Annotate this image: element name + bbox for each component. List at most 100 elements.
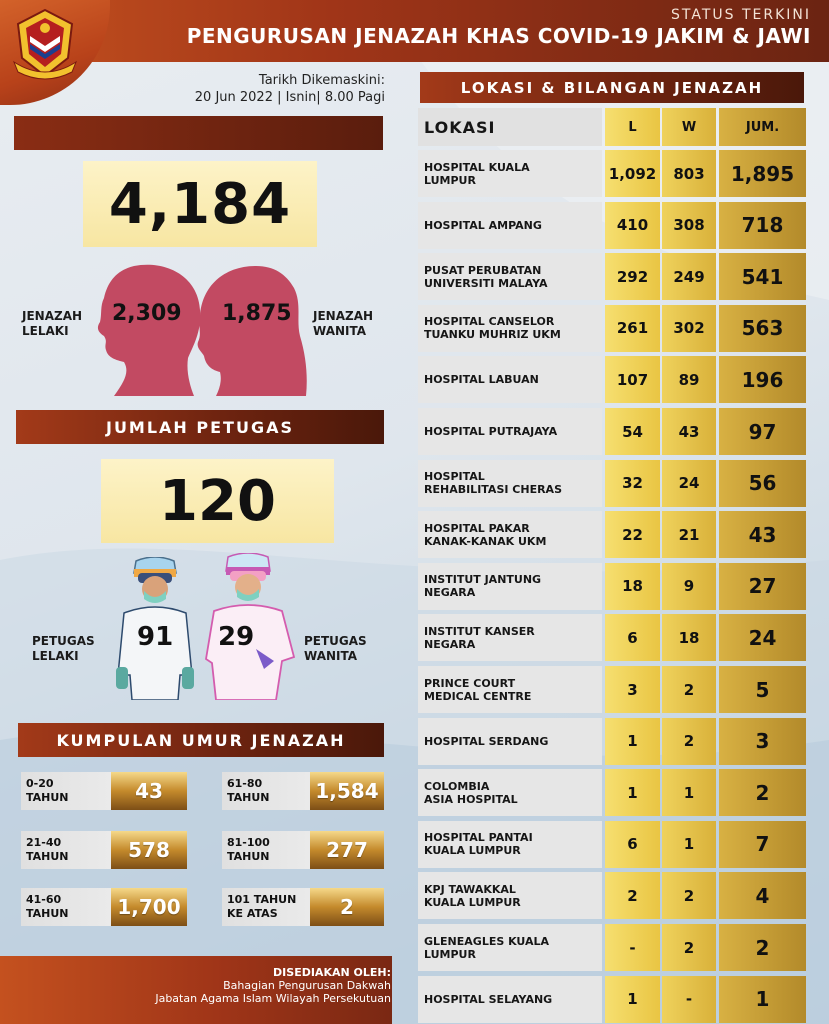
- row-location-line2: REHABILITASI CHERAS: [424, 483, 562, 497]
- header-jum: JUM.: [719, 108, 806, 146]
- row-male: 261: [605, 304, 660, 352]
- row-location-line2: KUALA LUMPUR: [424, 895, 521, 909]
- row-total: 2: [719, 924, 806, 971]
- footer-prepared-label: DISEDIAKAN OLEH:: [273, 966, 391, 979]
- male-silhouette-icon: [97, 264, 201, 396]
- row-location-line1: PRINCE COURT: [424, 676, 516, 690]
- age-group-value: 2: [310, 888, 384, 926]
- male-petugas-value: 91: [137, 622, 174, 652]
- row-male: 6: [605, 614, 660, 662]
- female-health-worker-icon: [205, 553, 296, 700]
- age-group-value: 578: [111, 831, 187, 869]
- row-total: 97: [719, 408, 806, 455]
- row-male: 22: [605, 511, 660, 559]
- row-location-line1: HOSPITAL AMPANG: [424, 218, 542, 232]
- row-female: -: [662, 975, 716, 1023]
- row-male: 1: [605, 717, 660, 765]
- row-location-line1: HOSPITAL: [424, 470, 485, 484]
- age-group-line2: KE ATAS: [227, 907, 278, 920]
- row-female: 24: [662, 459, 716, 507]
- row-location-line2: KUALA LUMPUR: [424, 844, 521, 858]
- row-location-line1: HOSPITAL PANTAI: [424, 831, 533, 845]
- row-total: 43: [719, 511, 806, 559]
- row-female: 2: [662, 666, 716, 713]
- row-male: 1: [605, 975, 660, 1023]
- row-location: HOSPITAL SERDANG: [418, 717, 602, 765]
- row-total: 196: [719, 356, 806, 404]
- row-location-line1: HOSPITAL SELAYANG: [424, 992, 553, 1006]
- header-band: [0, 0, 829, 62]
- row-male: 6: [605, 820, 660, 868]
- age-group-label: 21-40 TAHUN: [21, 831, 111, 869]
- row-location: KPJ TAWAKKAL KUALA LUMPUR: [418, 872, 602, 920]
- row-total: 56: [719, 459, 806, 507]
- row-male: 1: [605, 769, 660, 817]
- male-health-worker-icon: [116, 557, 194, 700]
- age-group-line2: TAHUN: [227, 850, 270, 863]
- age-group-line1: 101 TAHUN: [227, 893, 297, 906]
- table-title: LOKASI & BILANGAN JENAZAH: [420, 72, 804, 103]
- row-location: HOSPITAL REHABILITASI CHERAS: [418, 459, 602, 507]
- row-male: 410: [605, 201, 660, 249]
- row-location-line2: ASIA HOSPITAL: [424, 792, 518, 806]
- row-location-line2: NEGARA: [424, 637, 476, 651]
- row-female: 43: [662, 408, 716, 455]
- row-total: 3: [719, 717, 806, 765]
- header-l: L: [605, 108, 660, 146]
- age-group-line1: 61-80: [227, 777, 263, 790]
- male-jenazah-label-line1: JENAZAH: [22, 309, 83, 323]
- male-jenazah-label: JENAZAH LELAKI: [22, 309, 82, 339]
- footer-credit: DISEDIAKAN OLEH: Bahagian Pengurusan Dak…: [155, 966, 391, 1005]
- row-female: 2: [662, 872, 716, 920]
- row-male: 1,092: [605, 150, 660, 197]
- update-label: Tarikh Dikemaskini:: [258, 73, 385, 88]
- female-jenazah-value: 1,875: [222, 301, 292, 326]
- row-total: 563: [719, 304, 806, 352]
- row-location-line2: NEGARA: [424, 586, 476, 600]
- age-group-line2: TAHUN: [26, 850, 69, 863]
- row-female: 1: [662, 820, 716, 868]
- age-group-value: 43: [111, 772, 187, 810]
- female-petugas-label: PETUGAS WANITA: [304, 634, 367, 664]
- row-male: 54: [605, 408, 660, 455]
- table-header-row: LOKASI L W JUM.: [418, 108, 806, 146]
- header-w: W: [662, 108, 716, 146]
- row-female: 89: [662, 356, 716, 404]
- row-female: 1: [662, 769, 716, 817]
- male-petugas-label-line1: PETUGAS: [32, 634, 95, 648]
- row-male: 18: [605, 562, 660, 610]
- row-female: 18: [662, 614, 716, 662]
- row-location-line1: HOSPITAL SERDANG: [424, 734, 549, 748]
- row-male: -: [605, 924, 660, 971]
- age-group-line2: TAHUN: [26, 791, 69, 804]
- table-row: HOSPITAL LABUAN 107 89 196: [418, 356, 806, 404]
- table-row: HOSPITAL PANTAI KUALA LUMPUR 6 1 7: [418, 820, 806, 868]
- table-row: HOSPITAL PAKAR KANAK-KANAK UKM 22 21 43: [418, 511, 806, 559]
- female-silhouette-icon: [197, 266, 307, 396]
- male-jenazah-value: 2,309: [112, 301, 182, 326]
- status-label: STATUS TERKINI: [670, 7, 811, 23]
- row-location-line1: HOSPITAL PAKAR: [424, 521, 530, 535]
- male-petugas-label: PETUGAS LELAKI: [32, 634, 95, 664]
- row-location: INSTITUT JANTUNG NEGARA: [418, 562, 602, 610]
- table-row: INSTITUT KANSER NEGARA 6 18 24: [418, 614, 806, 662]
- row-location: GLENEAGLES KUALA LUMPUR: [418, 924, 602, 971]
- table-row: HOSPITAL SELAYANG 1-1: [418, 975, 806, 1023]
- row-female: 249: [662, 253, 716, 301]
- row-location: HOSPITAL KUALA LUMPUR: [418, 150, 602, 197]
- row-location-line1: KPJ TAWAKKAL: [424, 882, 516, 896]
- female-petugas-label-line1: PETUGAS: [304, 634, 367, 648]
- row-female: 9: [662, 562, 716, 610]
- age-group-line1: 0-20: [26, 777, 54, 790]
- row-location-line1: GLENEAGLES KUALA: [424, 934, 550, 948]
- female-petugas-value: 29: [218, 622, 255, 652]
- row-location: PUSAT PERUBATAN UNIVERSITI MALAYA: [418, 253, 602, 301]
- female-jenazah-label-line1: JENAZAH: [313, 309, 374, 323]
- table-row: KPJ TAWAKKAL KUALA LUMPUR 2 2 4: [418, 872, 806, 920]
- row-location-line1: HOSPITAL PUTRAJAYA: [424, 425, 558, 438]
- row-location-line2: LUMPUR: [424, 173, 476, 187]
- male-jenazah-label-line2: LELAKI: [22, 324, 69, 338]
- male-petugas-label-line2: LELAKI: [32, 649, 79, 663]
- row-location-line1: HOSPITAL CANSELOR: [424, 315, 555, 329]
- row-location-line1: HOSPITAL LABUAN: [424, 373, 539, 387]
